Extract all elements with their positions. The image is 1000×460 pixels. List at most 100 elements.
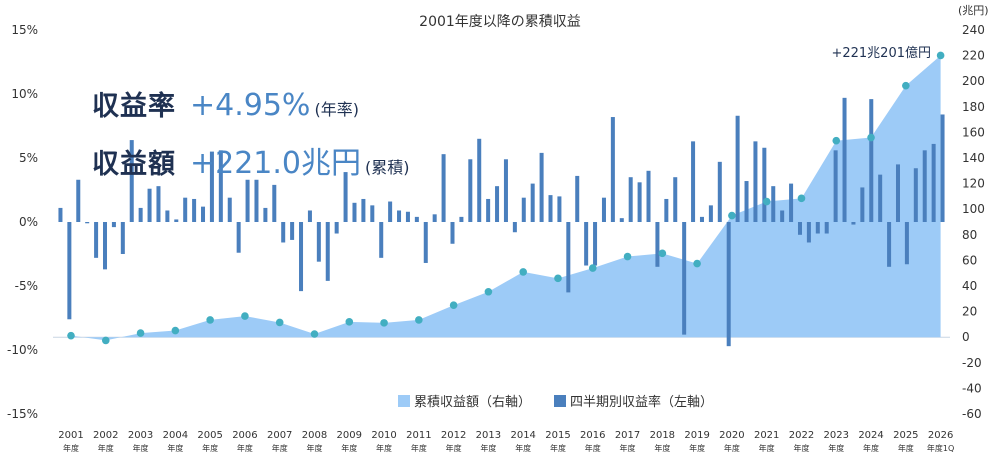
right-axis-tick-label: 20 xyxy=(962,305,977,319)
x-axis-year-label: 2008 xyxy=(302,430,327,441)
quarterly-bar xyxy=(512,222,517,233)
quarterly-bar xyxy=(940,114,945,222)
right-axis-tick-label: 120 xyxy=(962,177,985,191)
quarterly-bar xyxy=(503,159,508,222)
x-axis-sub-label: 年度 xyxy=(480,443,496,453)
right-axis-tick-label: 100 xyxy=(962,202,985,216)
x-axis-sub-label: 年度 xyxy=(759,443,775,453)
cumulative-point xyxy=(867,133,875,142)
quarterly-bar xyxy=(316,222,321,262)
x-axis-year-label: 2025 xyxy=(893,430,918,441)
cumulative-point xyxy=(693,259,701,268)
x-axis-sub-label: 年度 xyxy=(272,443,288,453)
quarterly-bar xyxy=(58,207,63,222)
quarterly-bar xyxy=(192,198,197,222)
quarterly-bar xyxy=(815,222,820,234)
quarterly-bar xyxy=(414,216,419,222)
kpi-amount: 収益額 +221.0兆円 (累積) xyxy=(92,138,410,182)
x-axis-year-label: 2015 xyxy=(545,430,570,441)
right-axis-tick-label: 240 xyxy=(962,23,985,37)
quarterly-bar xyxy=(878,174,883,222)
quarterly-bar xyxy=(94,222,99,258)
x-axis-sub-label: 年度 xyxy=(585,443,601,453)
right-axis-tick-label: 160 xyxy=(962,125,985,139)
left-axis-tick-label: 0% xyxy=(19,215,38,229)
quarterly-bar xyxy=(673,177,678,222)
x-axis-year-label: 2005 xyxy=(197,430,222,441)
quarterly-bar xyxy=(486,198,491,222)
x-axis-year-label: 2012 xyxy=(441,430,466,441)
x-axis-year-label: 2013 xyxy=(476,430,501,441)
quarterly-bar xyxy=(601,197,606,222)
left-axis-tick-label: 15% xyxy=(11,23,38,37)
quarterly-bar xyxy=(111,222,116,228)
x-axis-sub-label: 年度 xyxy=(898,443,914,453)
right-axis-tick-label: 140 xyxy=(962,151,985,165)
quarterly-bar xyxy=(138,207,143,222)
left-axis-tick-label: -10% xyxy=(7,343,38,357)
left-axis-tick-label: 5% xyxy=(19,151,38,165)
quarterly-bar xyxy=(67,222,72,320)
quarterly-bar xyxy=(201,206,206,222)
cumulative-dot-layer xyxy=(67,51,945,345)
quarterly-bar xyxy=(397,210,402,222)
quarterly-bar xyxy=(477,138,482,222)
quarterly-bar xyxy=(299,222,304,292)
quarterly-bar xyxy=(851,222,856,225)
right-axis-tick-label: 180 xyxy=(962,100,985,114)
quarterly-bar xyxy=(147,188,152,222)
legend-swatch-quarterly xyxy=(554,395,566,407)
quarterly-bar xyxy=(708,205,713,222)
cumulative-point xyxy=(797,194,806,203)
quarterly-bar xyxy=(566,222,571,293)
quarterly-bar xyxy=(103,222,108,270)
right-axis-tick-label: 0 xyxy=(962,330,970,344)
quarterly-bar xyxy=(468,159,473,222)
cumulative-point xyxy=(380,319,388,327)
quarterly-bar xyxy=(352,202,357,222)
quarterly-bar xyxy=(895,164,900,222)
right-axis-tick-label: 200 xyxy=(962,74,985,88)
x-axis-sub-label: 年度 xyxy=(515,443,531,453)
x-axis-year-label: 2006 xyxy=(232,430,257,441)
left-axis-tick-label: -5% xyxy=(15,279,38,293)
cumulative-point xyxy=(623,252,632,261)
right-axis-tick-label: 60 xyxy=(962,253,977,267)
cumulative-point xyxy=(449,301,458,310)
right-axis-tick-label: 80 xyxy=(962,228,977,242)
quarterly-bar xyxy=(628,177,633,222)
x-axis-year-label: 2002 xyxy=(93,430,118,441)
quarterly-bar xyxy=(405,211,410,222)
legend-label-quarterly: 四半期別収益率（左軸） xyxy=(570,394,713,410)
axis-layer: 15%10%5%0%-5%-10%-15%2402202001801601401… xyxy=(7,23,985,453)
quarterly-bar xyxy=(584,222,589,266)
quarterly-bar xyxy=(655,222,660,267)
legend-swatch-cumulative xyxy=(398,395,410,407)
quarterly-bar xyxy=(120,222,125,254)
kpi-amount-value: +221.0兆円 xyxy=(190,146,362,181)
quarterly-bar xyxy=(780,210,785,222)
x-axis-sub-label: 年度 xyxy=(237,443,253,453)
x-axis-year-label: 2026 xyxy=(928,430,953,441)
quarterly-bar xyxy=(691,141,696,222)
cumulative-point xyxy=(67,331,75,340)
quarterly-bar xyxy=(165,210,170,222)
left-axis-tick-label: 10% xyxy=(11,87,38,101)
right-axis-tick-label: 220 xyxy=(962,49,985,63)
quarterly-bar xyxy=(904,222,909,265)
quarterly-bar xyxy=(272,184,277,222)
quarterly-bar xyxy=(174,219,179,222)
x-axis-year-label: 2001 xyxy=(58,430,83,441)
quarterly-bar xyxy=(129,140,134,222)
quarterly-bar xyxy=(806,222,811,243)
quarterly-bar xyxy=(575,175,580,222)
quarterly-bar xyxy=(263,207,268,222)
quarterly-bar xyxy=(227,197,232,222)
x-axis-sub-label: 年度 xyxy=(376,443,392,453)
quarterly-bar xyxy=(548,195,553,222)
quarterly-bar xyxy=(236,222,241,253)
x-axis-sub-label: 年度 xyxy=(341,443,357,453)
x-axis-sub-label: 年度 xyxy=(654,443,670,453)
cumulative-point xyxy=(206,316,214,324)
quarterly-bar xyxy=(744,181,749,222)
